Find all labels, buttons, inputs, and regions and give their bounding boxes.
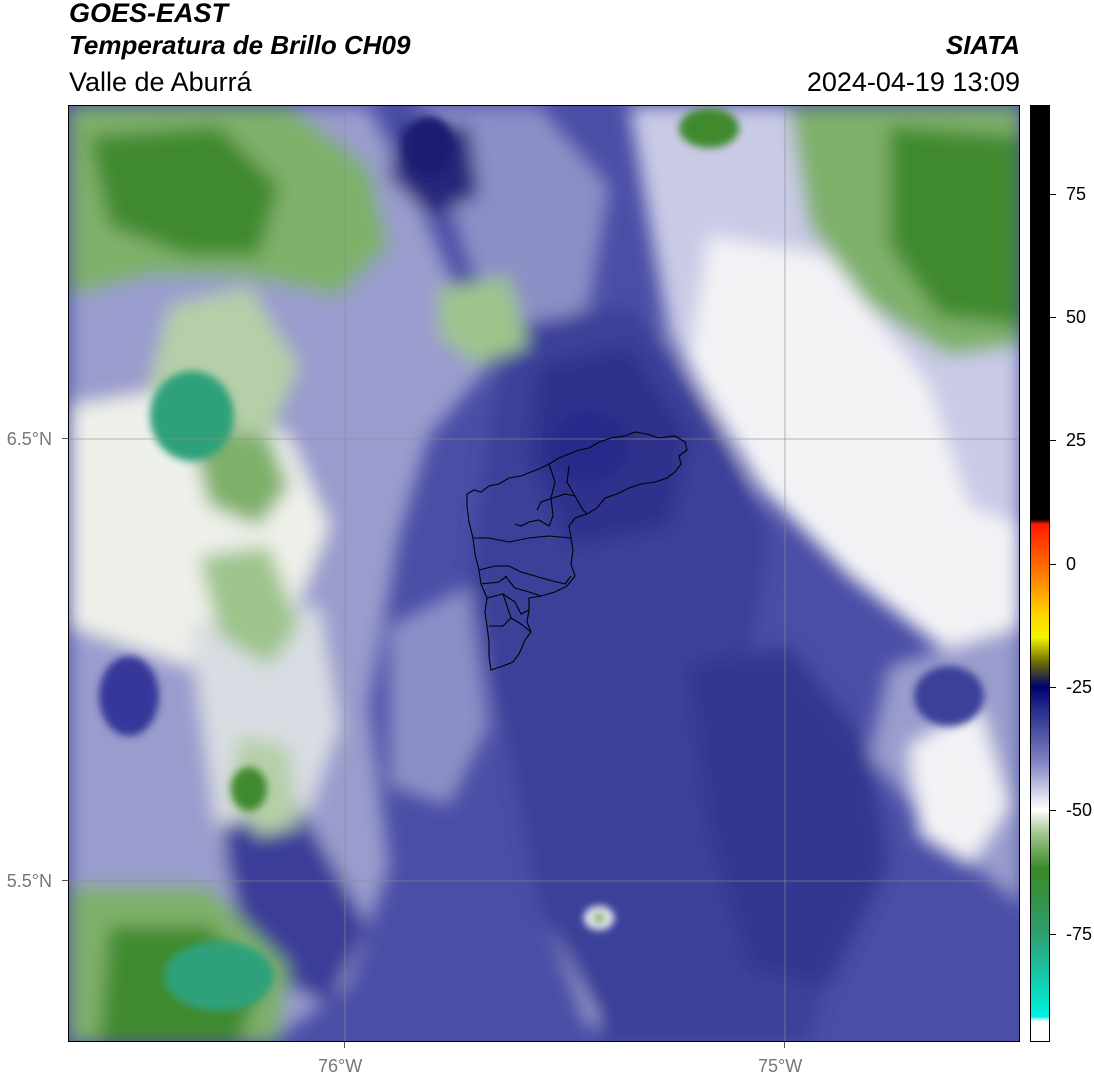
title-region: Valle de Aburrá: [69, 67, 252, 97]
datetime-label: 2024-04-19 13:09: [806, 67, 1020, 97]
colorbar-tick-mark: [1050, 564, 1056, 565]
colorbar-tick-mark: [1050, 810, 1056, 811]
colorbar-tick-label: -25: [1066, 677, 1093, 697]
lat-tick: [62, 438, 68, 439]
colorbar-tick-mark: [1050, 687, 1056, 688]
lon-tick: [344, 1042, 345, 1048]
title-satellite: GOES-EAST: [69, 0, 229, 28]
satellite-map[interactable]: [68, 105, 1020, 1042]
colorbar-tick-mark: [1050, 934, 1056, 935]
colorbar-tick-mark: [1050, 440, 1056, 441]
lat-label-6-5: 6.5°N: [6, 429, 52, 449]
lon-label-75w: 75°W: [758, 1056, 803, 1076]
colorbar-tick-label: -75: [1066, 924, 1093, 944]
colorbar-tick-label: 25: [1066, 430, 1087, 450]
colorbar-tick-label: -50: [1066, 800, 1093, 820]
municipal-boundaries: [466, 431, 688, 671]
colorbar-tick-mark: [1050, 317, 1056, 318]
brightness-temperature-field: [69, 106, 1019, 1041]
organization-label: SIATA: [945, 30, 1020, 60]
lon-tick: [784, 1042, 785, 1048]
colorbar-tick-mark: [1050, 194, 1056, 195]
lat-label-5-5: 5.5°N: [6, 871, 52, 891]
colorbar-tick-label: 50: [1066, 307, 1087, 327]
colorbar-tick-label: 75: [1066, 184, 1087, 204]
lon-label-76w: 76°W: [318, 1056, 363, 1076]
title-product: Temperatura de Brillo CH09: [69, 30, 411, 60]
lat-tick: [62, 880, 68, 881]
colorbar: [1030, 105, 1050, 1042]
colorbar-tick-label: 0: [1066, 554, 1077, 574]
